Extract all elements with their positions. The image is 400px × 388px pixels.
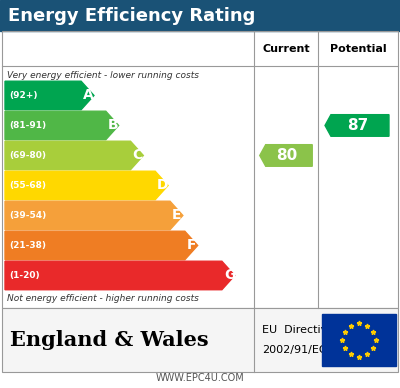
Text: WWW.EPC4U.COM: WWW.EPC4U.COM: [156, 373, 244, 383]
Polygon shape: [325, 115, 389, 136]
Bar: [322, 314, 396, 366]
Polygon shape: [5, 141, 143, 170]
Polygon shape: [260, 145, 312, 166]
Text: (1-20): (1-20): [9, 271, 40, 280]
Text: Current: Current: [262, 43, 310, 54]
Text: F: F: [187, 239, 196, 253]
Bar: [0, 0, 400, 31]
Text: 87: 87: [348, 118, 369, 133]
Text: G: G: [224, 268, 235, 282]
Text: E: E: [172, 208, 182, 222]
Text: (69-80): (69-80): [9, 151, 46, 160]
Polygon shape: [5, 171, 168, 200]
Bar: [2, 31, 398, 308]
Polygon shape: [5, 111, 119, 140]
Text: EU  Directive: EU Directive: [262, 326, 334, 335]
Text: Very energy efficient - lower running costs: Very energy efficient - lower running co…: [7, 71, 199, 80]
Text: (39-54): (39-54): [9, 211, 46, 220]
Text: England & Wales: England & Wales: [10, 330, 209, 350]
Text: (81-91): (81-91): [9, 121, 46, 130]
Text: (21-38): (21-38): [9, 241, 46, 250]
Text: 80: 80: [276, 148, 298, 163]
Text: Energy Efficiency Rating: Energy Efficiency Rating: [8, 7, 255, 24]
Bar: [2, 308, 398, 372]
Polygon shape: [5, 81, 94, 110]
Polygon shape: [5, 231, 198, 260]
Text: B: B: [108, 118, 118, 132]
Polygon shape: [5, 261, 235, 290]
Text: D: D: [157, 178, 169, 192]
Text: Potential: Potential: [330, 43, 386, 54]
Text: (55-68): (55-68): [9, 181, 46, 190]
Text: A: A: [83, 88, 94, 102]
Text: (92+): (92+): [9, 91, 38, 100]
Text: 2002/91/EC: 2002/91/EC: [262, 345, 327, 355]
Text: C: C: [132, 149, 143, 163]
Polygon shape: [5, 201, 183, 230]
Text: Not energy efficient - higher running costs: Not energy efficient - higher running co…: [7, 294, 199, 303]
